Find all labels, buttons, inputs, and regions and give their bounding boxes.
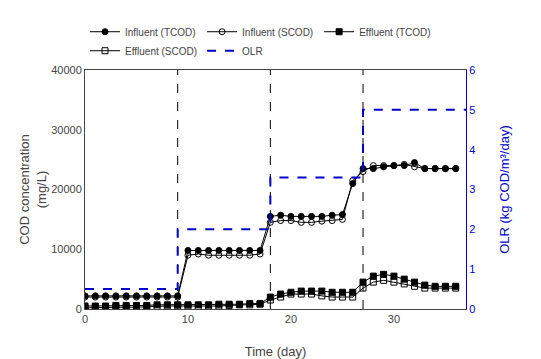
svg-text:OLR (kg COD/m³/day): OLR (kg COD/m³/day) bbox=[497, 125, 512, 254]
svg-text:6: 6 bbox=[469, 64, 475, 76]
svg-text:2: 2 bbox=[469, 223, 475, 235]
svg-text:1: 1 bbox=[469, 263, 475, 275]
svg-text:20: 20 bbox=[285, 313, 297, 325]
svg-text:40000: 40000 bbox=[51, 64, 82, 76]
svg-text:30000: 30000 bbox=[51, 124, 82, 136]
svg-text:Effluent (SCOD): Effluent (SCOD) bbox=[125, 46, 197, 57]
svg-text:Effluent (TCOD): Effluent (TCOD) bbox=[359, 27, 431, 38]
svg-text:3: 3 bbox=[469, 183, 475, 195]
svg-text:20000: 20000 bbox=[51, 183, 82, 195]
svg-text:Influent (SCOD): Influent (SCOD) bbox=[242, 27, 313, 38]
svg-text:Time (day): Time (day) bbox=[245, 344, 307, 359]
svg-text:5: 5 bbox=[469, 104, 475, 116]
svg-text:Influent (TCOD): Influent (TCOD) bbox=[125, 27, 196, 38]
svg-text:COD concentration(mg/L): COD concentration(mg/L) bbox=[17, 134, 49, 245]
svg-text:10: 10 bbox=[182, 313, 194, 325]
svg-text:0: 0 bbox=[469, 303, 475, 315]
svg-text:0: 0 bbox=[82, 313, 88, 325]
svg-text:OLR: OLR bbox=[242, 46, 263, 57]
svg-text:30: 30 bbox=[388, 313, 400, 325]
svg-text:0: 0 bbox=[76, 303, 82, 315]
svg-text:10000: 10000 bbox=[51, 243, 82, 255]
svg-text:4: 4 bbox=[469, 144, 475, 156]
